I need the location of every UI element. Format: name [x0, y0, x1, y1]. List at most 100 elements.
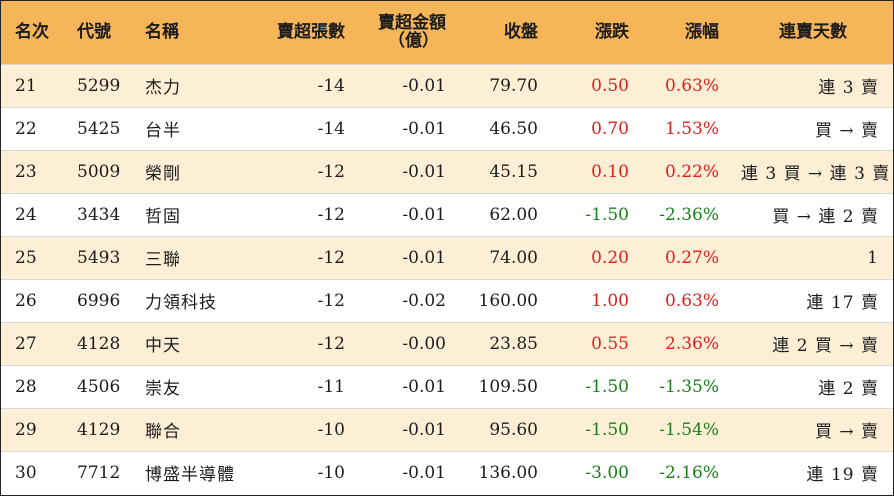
- header-close[interactable]: 收盤: [504, 22, 538, 43]
- cell-close: 62.00: [489, 204, 538, 225]
- cell-pct: -2.16%: [659, 462, 719, 483]
- header-sell-amount-line2: （億）: [388, 31, 439, 52]
- cell-change: 1.00: [591, 290, 629, 311]
- cell-name[interactable]: 三聯: [145, 250, 181, 270]
- cell-close: 23.85: [489, 333, 538, 354]
- cell-sell-lots: -12: [317, 161, 345, 182]
- cell-sell-lots: -14: [317, 75, 345, 96]
- cell-sell-amount: -0.01: [402, 75, 446, 96]
- cell-rank: 29: [15, 419, 37, 440]
- cell-change: 0.50: [591, 75, 629, 96]
- table-row[interactable]: 23 5009 榮剛 -12 -0.01 45.15 0.10 0.22% 連 3 買 → 連 …: [1, 150, 893, 193]
- header-sell-lots[interactable]: 賣超張數: [277, 22, 345, 43]
- cell-streak: 連 19 賣: [806, 465, 879, 486]
- cell-sell-lots: -12: [317, 333, 345, 354]
- cell-rank: 21: [15, 75, 37, 96]
- header-pct[interactable]: 漲幅: [685, 22, 719, 43]
- header-name[interactable]: 名稱: [145, 22, 179, 43]
- cell-rank: 26: [15, 290, 37, 311]
- cell-name[interactable]: 崇友: [145, 379, 181, 399]
- cell-pct: 2.36%: [664, 333, 719, 354]
- header-change[interactable]: 漲跌: [595, 22, 629, 43]
- table-row[interactable]: 29 4129 聯合 -10 -0.01 95.60 -1.50 -1.54% 買 → 賣: [1, 408, 893, 451]
- cell-sell-amount: -0.00: [402, 333, 446, 354]
- cell-code: 4506: [77, 376, 121, 397]
- cell-name[interactable]: 榮剛: [145, 164, 181, 184]
- cell-name[interactable]: 哲固: [145, 207, 181, 227]
- cell-code: 5299: [77, 75, 121, 96]
- cell-sell-amount: -0.01: [402, 118, 446, 139]
- cell-streak: 連 3 買 → 連 3 賣: [741, 164, 891, 184]
- table-row[interactable]: 30 7712 博盛半導體 -10 -0.01 136.00 -3.00 -2.16% 連 19…: [1, 451, 893, 494]
- cell-change: 0.10: [591, 161, 629, 182]
- cell-sell-amount: -0.01: [402, 376, 446, 397]
- cell-name[interactable]: 力領科技: [145, 293, 217, 313]
- header-row: 名次 代號 名稱 賣超張數 賣超金額 （億） 收盤 漲跌 漲幅 連賣天數: [1, 1, 893, 64]
- cell-name[interactable]: 聯合: [145, 422, 181, 442]
- cell-sell-amount: -0.01: [402, 204, 446, 225]
- cell-rank: 25: [15, 247, 37, 268]
- header-streak[interactable]: 連賣天數: [779, 22, 847, 43]
- cell-change: -1.50: [585, 204, 629, 225]
- cell-pct: 0.27%: [664, 247, 719, 268]
- table-body: 21 5299 杰力 -14 -0.01 79.70 0.50 0.63% 連 3 賣 22 542…: [1, 64, 893, 494]
- header-rank[interactable]: 名次: [15, 22, 49, 43]
- cell-name[interactable]: 杰力: [145, 78, 181, 98]
- cell-sell-lots: -10: [317, 462, 345, 483]
- header-sell-amount[interactable]: 賣超金額 （億）: [359, 1, 460, 64]
- cell-close: 79.70: [489, 75, 538, 96]
- cell-streak: 買 → 賣: [814, 121, 879, 141]
- cell-close: 136.00: [478, 462, 538, 483]
- cell-streak: 買 → 賣: [814, 422, 879, 442]
- table-row[interactable]: 27 4128 中天 -12 -0.00 23.85 0.55 2.36% 連 2 買 → 賣: [1, 322, 893, 365]
- cell-sell-lots: -12: [317, 247, 345, 268]
- cell-sell-amount: -0.01: [402, 161, 446, 182]
- table-row[interactable]: 24 3434 哲固 -12 -0.01 62.00 -1.50 -2.36% 買 → 連 2 …: [1, 193, 893, 236]
- cell-rank: 27: [15, 333, 37, 354]
- cell-code: 4128: [77, 333, 121, 354]
- table-row[interactable]: 21 5299 杰力 -14 -0.01 79.70 0.50 0.63% 連 3 賣: [1, 64, 893, 107]
- cell-pct: -1.54%: [659, 419, 719, 440]
- cell-change: 0.55: [591, 333, 629, 354]
- table-row[interactable]: 26 6996 力領科技 -12 -0.02 160.00 1.00 0.63% 連 17 賣: [1, 279, 893, 322]
- cell-streak: 連 2 賣: [818, 379, 879, 399]
- cell-sell-amount: -0.01: [402, 247, 446, 268]
- cell-sell-amount: -0.01: [402, 419, 446, 440]
- cell-rank: 28: [15, 376, 37, 397]
- cell-code: 5425: [77, 118, 121, 139]
- cell-change: 0.70: [591, 118, 629, 139]
- cell-change: -1.50: [585, 419, 629, 440]
- cell-streak: 買 → 連 2 賣: [772, 207, 879, 227]
- cell-rank: 22: [15, 118, 37, 139]
- header-sell-amount-line1: 賣超金額: [378, 13, 446, 34]
- cell-streak: 連 17 賣: [806, 293, 879, 313]
- cell-pct: -1.35%: [659, 376, 719, 397]
- header-code[interactable]: 代號: [77, 22, 111, 43]
- cell-code: 5493: [77, 247, 121, 268]
- cell-sell-lots: -12: [317, 204, 345, 225]
- cell-rank: 24: [15, 204, 37, 225]
- cell-name[interactable]: 博盛半導體: [145, 465, 235, 486]
- cell-pct: 0.22%: [664, 161, 719, 182]
- cell-change: -3.00: [585, 462, 629, 483]
- cell-code: 3434: [77, 204, 121, 225]
- cell-name[interactable]: 台半: [145, 121, 181, 141]
- cell-streak: 連 3 賣: [818, 78, 879, 98]
- table-row[interactable]: 28 4506 崇友 -11 -0.01 109.50 -1.50 -1.35% 連 2 賣: [1, 365, 893, 408]
- cell-change: 0.20: [591, 247, 629, 268]
- cell-pct: 0.63%: [664, 290, 719, 311]
- cell-name[interactable]: 中天: [145, 336, 181, 356]
- table-row[interactable]: 22 5425 台半 -14 -0.01 46.50 0.70 1.53% 買 → 賣: [1, 107, 893, 150]
- table-row[interactable]: 25 5493 三聯 -12 -0.01 74.00 0.20 0.27% 1: [1, 236, 893, 279]
- cell-sell-lots: -14: [317, 118, 345, 139]
- cell-sell-amount: -0.02: [402, 290, 446, 311]
- cell-streak: 1: [867, 247, 879, 268]
- cell-code: 6996: [77, 290, 121, 311]
- cell-pct: 1.53%: [664, 118, 719, 139]
- table-header: 名次 代號 名稱 賣超張數 賣超金額 （億） 收盤 漲跌 漲幅 連賣天數: [1, 1, 893, 64]
- cell-close: 45.15: [489, 161, 538, 182]
- cell-pct: -2.36%: [659, 204, 719, 225]
- cell-close: 109.50: [478, 376, 538, 397]
- cell-pct: 0.63%: [664, 75, 719, 96]
